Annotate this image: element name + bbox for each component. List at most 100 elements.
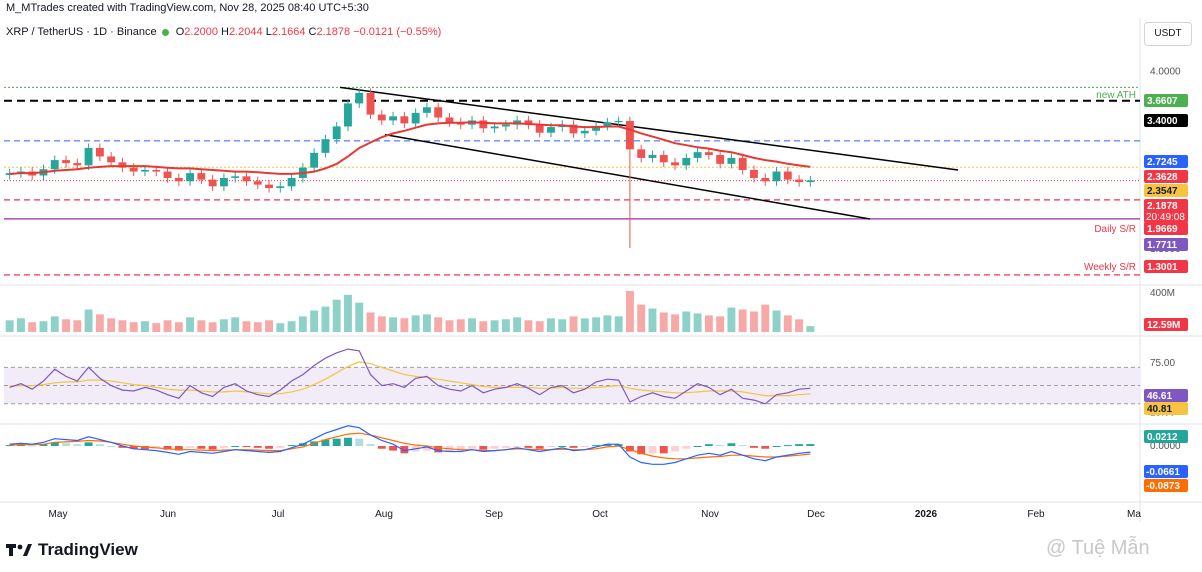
macd-histogram-bar [671,446,679,452]
volume-bar [456,319,465,332]
candle-body [389,116,398,121]
candle-body [479,120,488,129]
volume-bar [355,302,364,332]
volume-bar [186,317,195,332]
candle-body [535,124,544,133]
macd-histogram-bar [693,446,702,447]
price-axis-badge [1144,94,1188,107]
candle-body [524,120,533,125]
macd-histogram-bar [637,446,646,455]
macd-histogram-bar [547,446,555,447]
level-label: Daily S/R [1094,224,1136,235]
macd-histogram-bar [186,446,195,448]
volume-bar [265,320,273,332]
macd-tick-label: 0.0000 [1150,441,1181,452]
volume-bar [558,319,567,332]
candle-body [197,173,206,180]
volume-bar [422,314,431,332]
volume-bar [535,321,544,332]
time-axis-label: Nov [701,509,719,520]
close-label: C [308,26,317,38]
candle-body [490,126,499,129]
macd-histogram-bar [389,446,398,451]
volume-bar [479,321,488,332]
rsi-axis-badge-value: 46.61 [1147,391,1172,402]
time-axis-label: 2026 [915,509,938,520]
macd-histogram-bar [479,446,488,450]
high-label: H [221,26,229,38]
macd-histogram-bar [321,439,330,446]
candle-body [783,171,792,180]
volume-bar [197,320,206,332]
volume-bar [62,319,70,332]
countdown-timer: 20:49:08 [1146,212,1185,223]
candle-body [118,162,127,168]
rsi-line [9,348,811,405]
macd-histogram-bar [332,438,341,446]
macd-histogram-bar [84,442,93,446]
candle-body [738,157,747,170]
macd-histogram-bar [242,446,251,447]
volume-bar [625,290,634,332]
macd-histogram-bar [62,443,70,446]
candle-body [592,125,601,131]
candle-body [287,177,296,187]
macd-hist-badge-value: 0.0212 [1147,432,1178,443]
volume-bar [648,308,657,332]
currency-button[interactable]: USDT [1144,22,1192,46]
candle-body [310,152,319,168]
volume-tick-label: 400M [1150,288,1175,299]
candle-body [761,177,770,182]
volume-bar [411,315,420,332]
channel-line [384,133,871,220]
candle-body [355,92,364,104]
volume-bar [772,310,781,332]
macd-histogram-bar [276,446,285,448]
volume-bar [242,321,251,332]
volume-bar [253,322,262,332]
volume-bar [152,323,161,332]
author-caption: M_MTrades created with TradingView.com, … [6,2,369,14]
volume-bar [659,312,668,332]
symbol-name[interactable]: XRP / TetherUS · 1D · Binance [6,26,157,38]
volume-bar [547,318,555,332]
candle-body [174,177,183,182]
macd-histogram-bar [253,446,262,448]
macd-axis-badge-value: -0.0661 [1146,467,1180,478]
macd-histogram-bar [422,446,431,451]
macd-histogram-bar [219,446,228,448]
volume-bar [298,316,307,332]
candle-body [129,167,138,172]
rsi-ma-axis-badge-value: 40.81 [1147,404,1172,415]
volume-bar [716,316,725,332]
macd-histogram-bar [208,446,217,450]
volume-bar [569,316,578,332]
volume-bar [738,309,747,332]
rsi-ma-line [9,361,811,397]
macd-hist-badge [1144,430,1188,443]
volume-bar [761,304,770,332]
candle-body [50,160,59,170]
candle-body [501,124,510,127]
candle-body [366,92,375,115]
price-axis-badge-value: 2.3628 [1147,172,1178,183]
tradingview-brand: TradingView [6,540,138,560]
candle-body [62,160,70,164]
macd-histogram-bar [434,446,443,453]
candle-body [693,152,702,158]
volume-bar [219,319,228,332]
candle-body [659,155,668,163]
volume-bar [704,315,713,332]
volume-bar [321,306,330,332]
volume-bar [580,318,589,332]
volume-bar [490,320,499,332]
time-axis-label: May [49,509,68,520]
low-label: L [265,26,272,38]
candle-body [276,186,285,189]
volume-bar [400,318,409,332]
watermark: @ Tuệ Mẫn [1046,537,1150,559]
candle-body [422,107,431,113]
rsi-ma-axis-badge [1144,402,1188,415]
candle-body [637,149,646,158]
